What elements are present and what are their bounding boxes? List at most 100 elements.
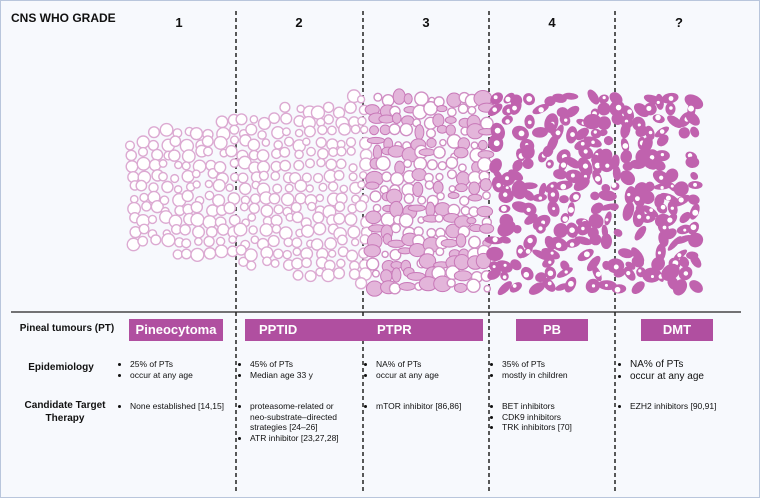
- cell: [522, 158, 534, 170]
- cell: [564, 105, 580, 118]
- cell: [239, 202, 249, 212]
- cell: [315, 136, 327, 149]
- cell: [518, 130, 525, 137]
- bullet-list: 35% of PTsmostly in children: [491, 359, 612, 380]
- cell: [135, 179, 148, 192]
- tumour-box: DMT: [641, 319, 713, 341]
- cell: [326, 125, 337, 136]
- cell: [323, 114, 335, 125]
- cell: [476, 205, 494, 218]
- cell: [305, 184, 314, 193]
- cell: [440, 238, 459, 248]
- cell: [559, 195, 569, 204]
- cell: [229, 158, 240, 168]
- cell: [591, 284, 596, 288]
- cell: [181, 169, 195, 183]
- cell: [392, 88, 406, 105]
- cell: [548, 260, 552, 264]
- cell: [181, 149, 196, 164]
- cell: [613, 268, 626, 278]
- cell: [547, 281, 552, 286]
- cell: [466, 216, 477, 225]
- cell: [588, 213, 604, 229]
- cell: [470, 141, 479, 150]
- cell: [517, 248, 523, 254]
- cell: [689, 280, 703, 293]
- cell: [466, 278, 481, 294]
- grade-label: 3: [422, 15, 430, 30]
- bullet-list: NA% of PTsoccur at any age: [619, 359, 740, 383]
- cell: [677, 253, 682, 258]
- cell: [268, 112, 281, 125]
- cell: [444, 116, 457, 124]
- cell: [555, 242, 562, 249]
- cell: [381, 171, 392, 183]
- cell: [562, 216, 568, 222]
- cell: [306, 201, 317, 212]
- cell: [590, 128, 602, 139]
- cell: [532, 249, 551, 261]
- cell: [560, 183, 567, 190]
- cell: [190, 212, 205, 227]
- cell: [190, 200, 204, 214]
- cell: [192, 225, 206, 239]
- cell: [568, 280, 574, 287]
- cell: [325, 158, 338, 171]
- cell: [523, 271, 530, 278]
- cell: [553, 168, 568, 180]
- cell: [432, 146, 446, 159]
- cell: [503, 263, 507, 267]
- cell: [369, 190, 382, 203]
- bullet-item: mostly in children: [502, 370, 612, 381]
- cell: [661, 263, 680, 281]
- cell: [573, 177, 590, 191]
- cell: [413, 156, 428, 171]
- cell: [493, 140, 500, 147]
- bullet-item: 45% of PTs: [250, 359, 350, 370]
- cell: [649, 155, 655, 160]
- tumour-box: PPTID PTPR: [245, 319, 483, 341]
- cell: [641, 136, 653, 152]
- bullet-item: occur at any age: [630, 371, 740, 383]
- cell: [291, 211, 304, 224]
- cell: [613, 264, 619, 270]
- cell: [336, 146, 347, 157]
- cell: [357, 180, 366, 189]
- cell: [389, 200, 404, 218]
- cell: [414, 124, 425, 141]
- cell: [248, 225, 258, 235]
- bullet-list: proteasome-related or neo-substrate–dire…: [239, 401, 350, 443]
- cell: [138, 223, 150, 235]
- tumour-box: Pineocytoma: [129, 319, 223, 341]
- cell: [690, 224, 697, 231]
- cell: [345, 249, 359, 262]
- cell: [258, 170, 270, 181]
- cell: [659, 129, 665, 134]
- cell: [137, 235, 149, 247]
- cell: [650, 274, 654, 279]
- cell: [552, 207, 556, 211]
- cell: [223, 201, 237, 215]
- cell: [659, 175, 664, 180]
- cell: [365, 181, 380, 190]
- cell: [272, 183, 283, 194]
- cell: [547, 270, 554, 277]
- cell: [336, 258, 346, 269]
- cell: [475, 252, 492, 270]
- cell: [229, 172, 240, 182]
- cell: [683, 271, 689, 276]
- cell: [562, 92, 579, 100]
- cell: [492, 107, 497, 112]
- cell: [448, 185, 457, 193]
- cell: [645, 181, 655, 192]
- cell: [136, 156, 151, 171]
- cell: [169, 135, 182, 148]
- cell: [247, 212, 257, 222]
- cell: [170, 173, 180, 184]
- cell: [524, 213, 538, 225]
- cell: [365, 210, 382, 225]
- cell: [629, 159, 646, 170]
- cell: [590, 202, 604, 215]
- bullet-item: 35% of PTs: [502, 359, 612, 370]
- cell: [497, 220, 516, 237]
